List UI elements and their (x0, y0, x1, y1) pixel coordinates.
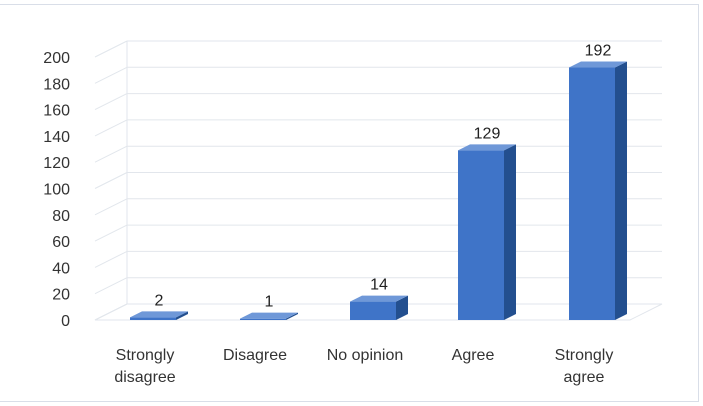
data-label: 2 (155, 292, 164, 309)
chart-floor (94, 303, 663, 321)
x-category-label: Strongly (555, 347, 614, 364)
gridline-side (94, 93, 128, 111)
data-label: 1 (265, 294, 274, 311)
y-tick-label: 120 (43, 155, 70, 172)
y-tick-label: 100 (43, 182, 70, 199)
data-label: 129 (474, 125, 501, 142)
gridline-side (94, 224, 128, 242)
data-label: 14 (370, 277, 388, 294)
gridline-side (94, 172, 128, 189)
bar-top (130, 311, 188, 318)
gridline-side (94, 119, 128, 137)
gridline-side (94, 40, 128, 58)
bar (240, 318, 286, 320)
y-tick-label: 160 (43, 103, 70, 120)
x-category-label: disagree (114, 369, 175, 386)
bar-top (350, 295, 408, 302)
y-tick-label: 140 (43, 129, 70, 146)
y-tick-label: 40 (52, 260, 70, 277)
bar-side (396, 295, 408, 320)
x-category-label: Agree (452, 347, 495, 364)
x-category-label: Disagree (223, 347, 287, 364)
bar (130, 317, 176, 320)
bar-side (615, 61, 627, 321)
bar (458, 150, 504, 320)
y-tick-label: 20 (52, 287, 70, 304)
bar-top (240, 312, 298, 319)
y-tick-label: 200 (43, 50, 70, 67)
bar-side (176, 311, 188, 320)
chart-border (0, 4, 699, 402)
gridline-side (94, 277, 128, 295)
y-tick-label: 60 (52, 234, 70, 251)
gridline-side (94, 250, 128, 268)
gridline-side (94, 198, 128, 216)
data-label: 192 (585, 43, 612, 60)
bar-side (504, 144, 516, 320)
y-tick-label: 180 (43, 76, 70, 93)
x-category-label: Strongly (116, 347, 175, 364)
bar-top (569, 61, 627, 68)
bar-side (286, 312, 298, 320)
x-category-label: No opinion (327, 347, 404, 364)
bar-top (458, 144, 516, 151)
y-tick-label: 80 (52, 208, 70, 225)
x-category-label: agree (564, 369, 605, 386)
gridline-side (94, 145, 128, 163)
bar (569, 67, 615, 321)
y-tick-label: 0 (61, 313, 70, 330)
gridline-side (94, 66, 128, 84)
bar (350, 301, 396, 320)
